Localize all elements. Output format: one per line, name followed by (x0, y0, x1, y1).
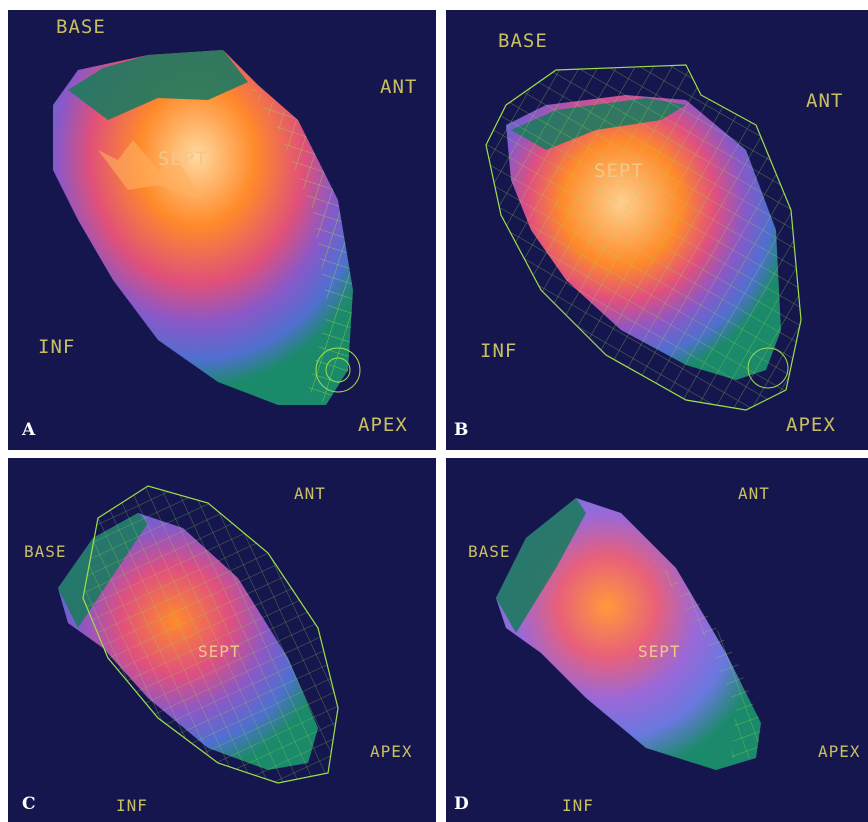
panel-letter: B (454, 420, 469, 440)
label-inf: INF (38, 336, 76, 358)
heart-model-c (58, 485, 339, 784)
panel-a: BASE ANT SEPT INF APEX A (8, 10, 436, 450)
label-ant: ANT (806, 90, 844, 112)
label-base: BASE (468, 542, 511, 561)
label-base: BASE (56, 16, 106, 38)
label-ant: ANT (380, 76, 418, 98)
heart-model-b (485, 64, 802, 411)
panel-letter: A (22, 420, 36, 440)
label-inf: INF (116, 796, 148, 815)
label-apex: APEX (370, 742, 413, 761)
label-sept: SEPT (158, 148, 208, 170)
label-inf: INF (562, 796, 594, 815)
label-sept: SEPT (638, 642, 681, 661)
label-base: BASE (24, 542, 67, 561)
label-base: BASE (498, 30, 548, 52)
panel-c: BASE ANT SEPT INF APEX C (8, 458, 436, 822)
panel-letter: D (454, 794, 469, 814)
label-ant: ANT (738, 484, 770, 503)
label-ant: ANT (294, 484, 326, 503)
label-sept: SEPT (198, 642, 241, 661)
label-sept: SEPT (594, 160, 644, 182)
heart-model-d (496, 498, 761, 770)
panel-b: BASE ANT SEPT INF APEX B (446, 10, 868, 450)
panel-d: BASE ANT SEPT INF APEX D (446, 458, 868, 822)
heart-model-a (53, 50, 361, 405)
label-apex: APEX (358, 414, 408, 436)
panel-letter: C (22, 794, 36, 814)
label-apex: APEX (786, 414, 836, 436)
label-inf: INF (480, 340, 518, 362)
label-apex: APEX (818, 742, 861, 761)
